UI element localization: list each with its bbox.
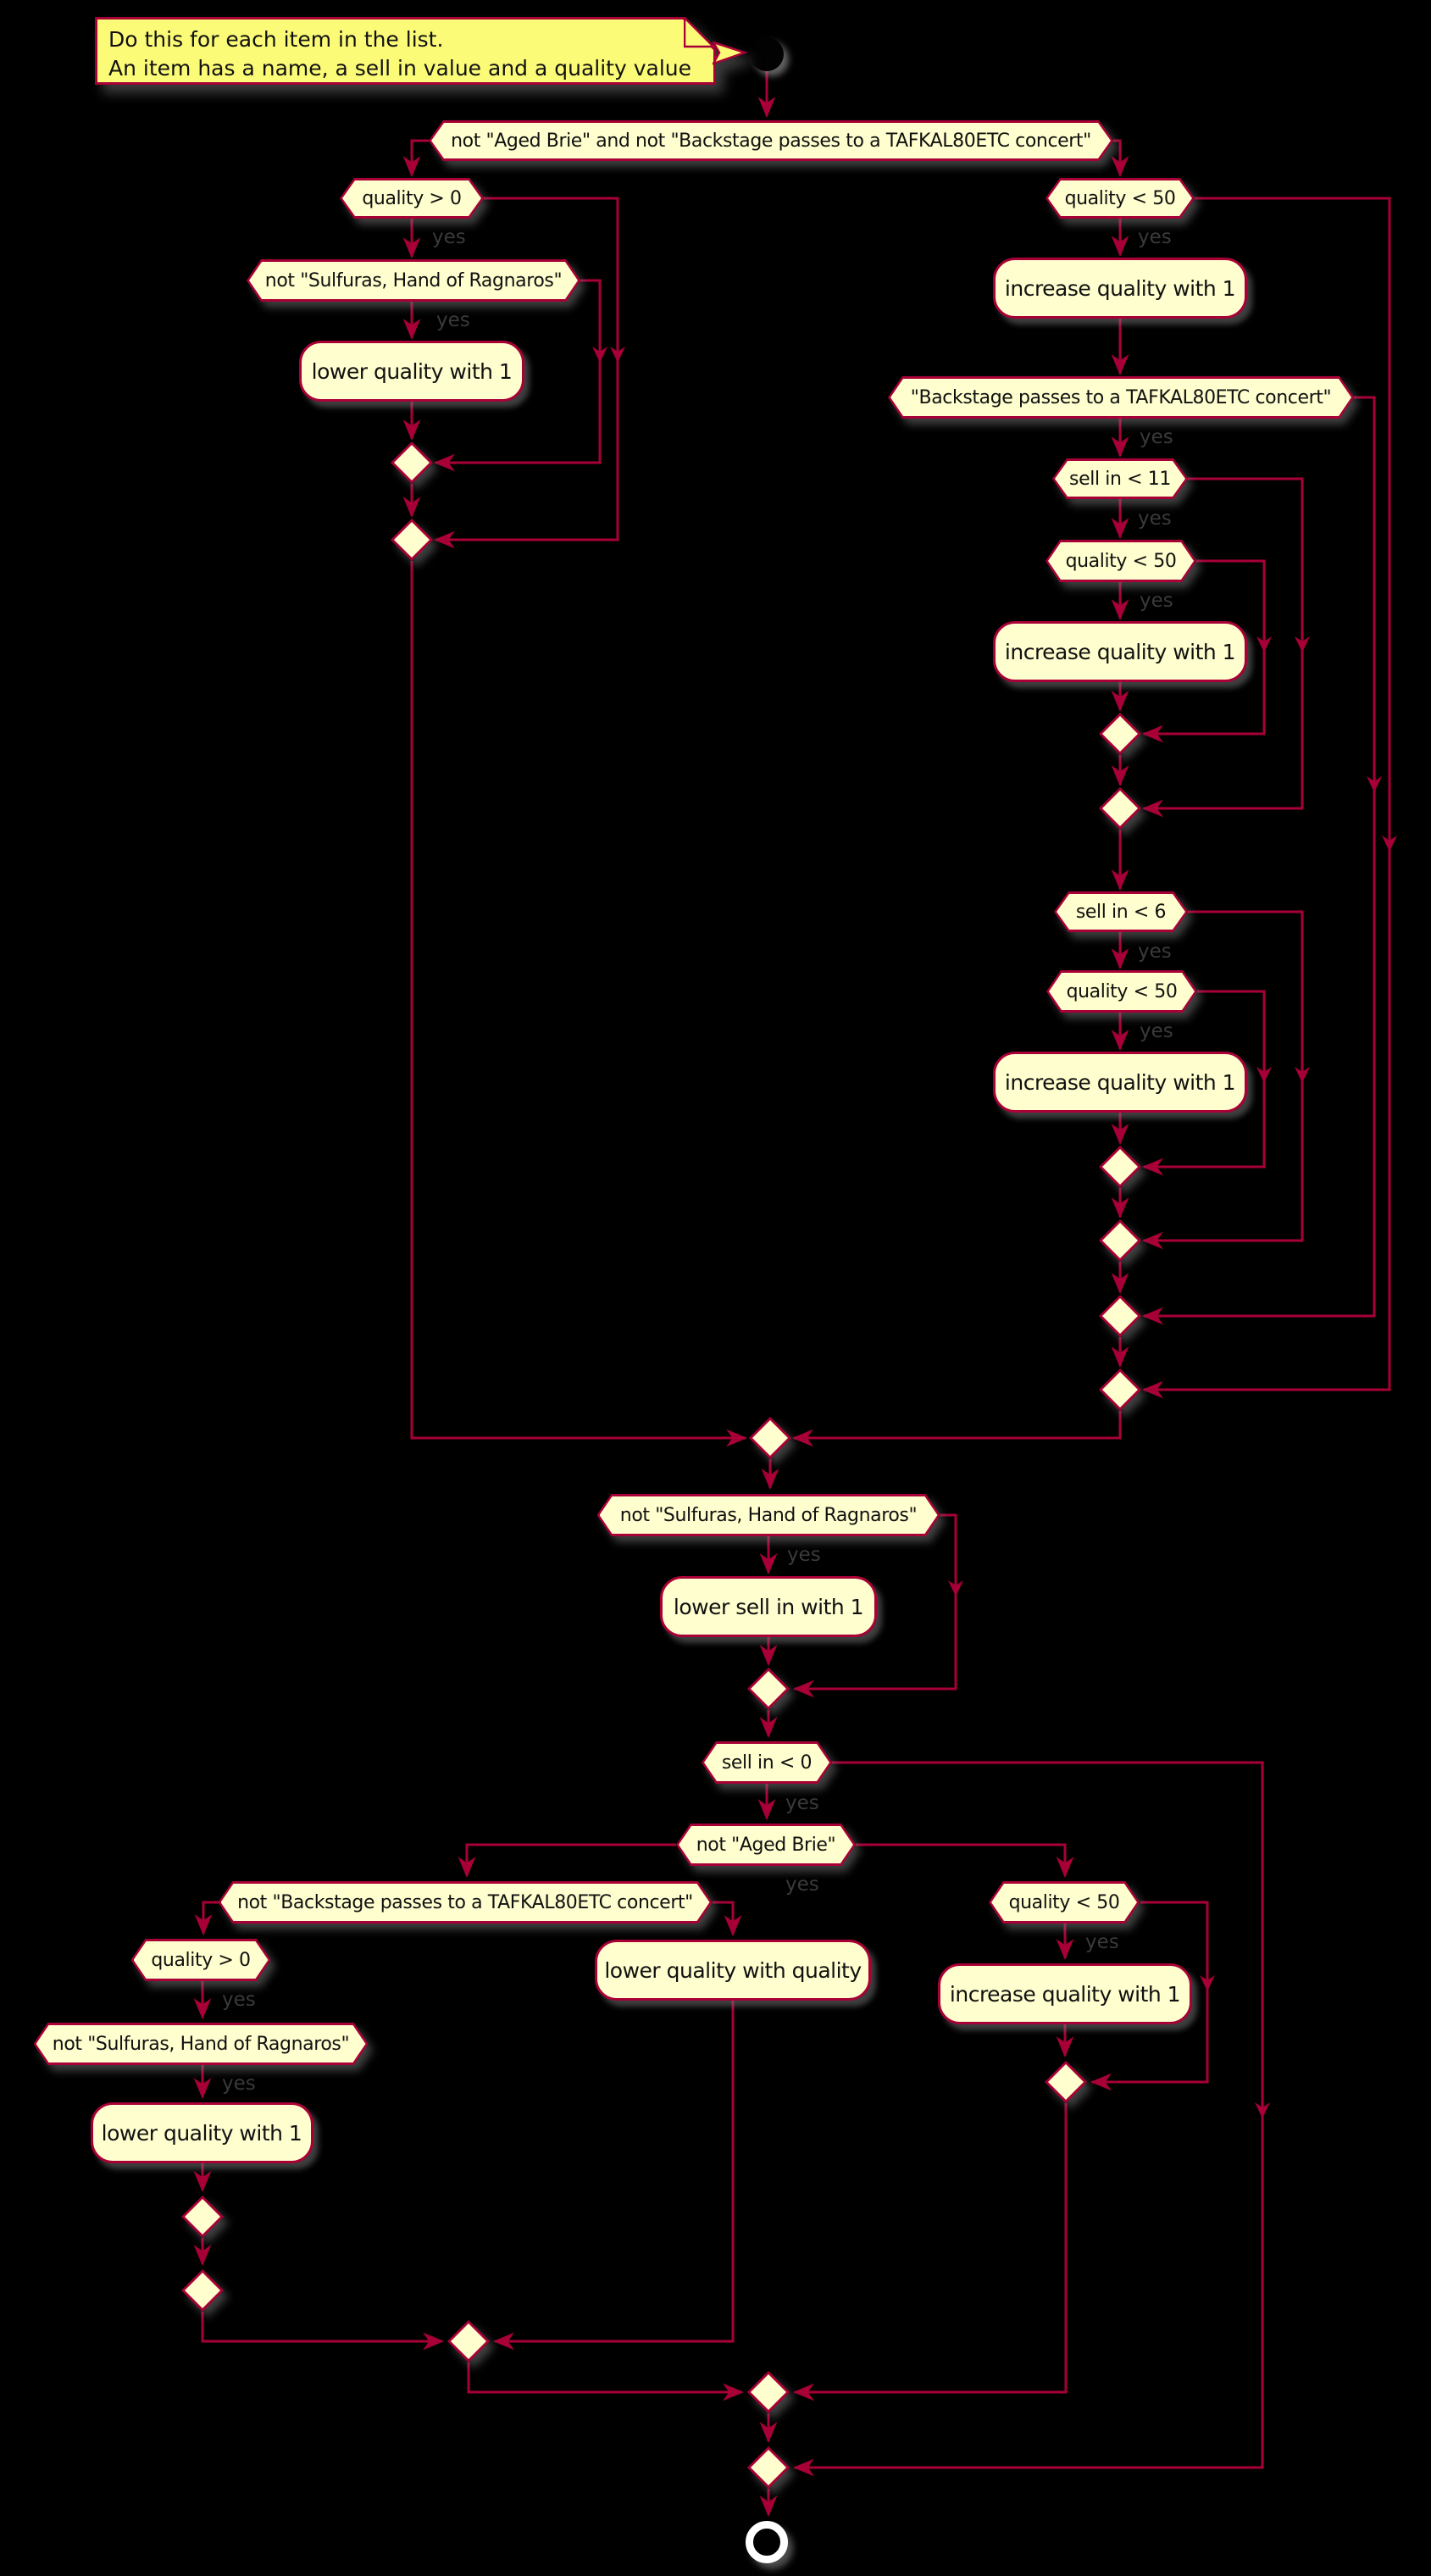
note: Do this for each item in the list. An it… [95, 17, 748, 85]
edge-not-sulfuras-b-no [792, 1513, 957, 1698]
edge-sell-in-6-no-mid-arrow-icon [1295, 1067, 1310, 1083]
edge-not-sulfuras-a-no [433, 279, 602, 472]
edge-quality-lt-50-a-no [1141, 197, 1391, 1399]
edge-not-sulfuras-b-no-mid-arrow-icon [948, 1580, 963, 1596]
edge-merge13-to-merge14 [201, 2312, 445, 2351]
edge-quality-gt-0-a-no-mid-arrow-icon [610, 347, 625, 363]
edge-first-decision-no [1111, 139, 1129, 178]
edge-sell-in-6-no [1141, 910, 1304, 1250]
note-line-2: An item has a name, a sell in value and … [108, 55, 692, 80]
edge-not-backstage-yes [194, 1901, 219, 1936]
note-background [97, 19, 713, 82]
edge-sell-in-0-no-mid-arrow-icon [1255, 2102, 1270, 2118]
edge-not-brie-yes [458, 1843, 676, 1879]
edge-quality-lt-50-b-no-mid-arrow-icon [1256, 636, 1272, 652]
edge-quality-lt-50-d-no [1090, 1901, 1209, 2091]
edge-quality-lt-50-b-no [1141, 559, 1266, 743]
edge-sell-in-0-no [792, 1761, 1264, 2477]
edge-merge2-to-merge9 [410, 561, 748, 1447]
edge-sell-in-11-no [1141, 477, 1304, 818]
note-body: Do this for each item in the list. An it… [95, 17, 748, 85]
note-line-1: Do this for each item in the list. [108, 27, 444, 52]
edge-not-brie-no [856, 1843, 1074, 1879]
edge-sell-in-11-no-mid-arrow-icon [1295, 636, 1310, 652]
note-pointer-icon [713, 41, 748, 65]
edge-quality-lt-50-c-no [1141, 990, 1266, 1176]
edge-lower-quality-quality-out [492, 2001, 735, 2351]
note-fold-icon [684, 17, 716, 48]
edge-backstage-no [1141, 396, 1376, 1325]
edge-first-decision-yes [402, 139, 429, 178]
edge-backstage-no-mid-arrow-icon [1367, 776, 1382, 792]
edge-merge8-to-merge9 [791, 1411, 1122, 1447]
edge-quality-lt-50-c-no-mid-arrow-icon [1256, 1067, 1272, 1083]
edge-quality-gt-0-a-no [433, 197, 619, 549]
edge-not-sulfuras-a-no-mid-arrow-icon [592, 347, 607, 363]
edge-quality-lt-50-d-no-mid-arrow-icon [1200, 1975, 1215, 1991]
edge-merge11-to-merge15 [792, 2103, 1068, 2401]
edge-not-backstage-no [713, 1901, 742, 1937]
edge-quality-lt-50-a-no-mid-arrow-icon [1382, 836, 1397, 852]
edge-merge14-to-merge15 [467, 2362, 745, 2401]
note-text: Do this for each item in the list. An it… [95, 17, 716, 85]
